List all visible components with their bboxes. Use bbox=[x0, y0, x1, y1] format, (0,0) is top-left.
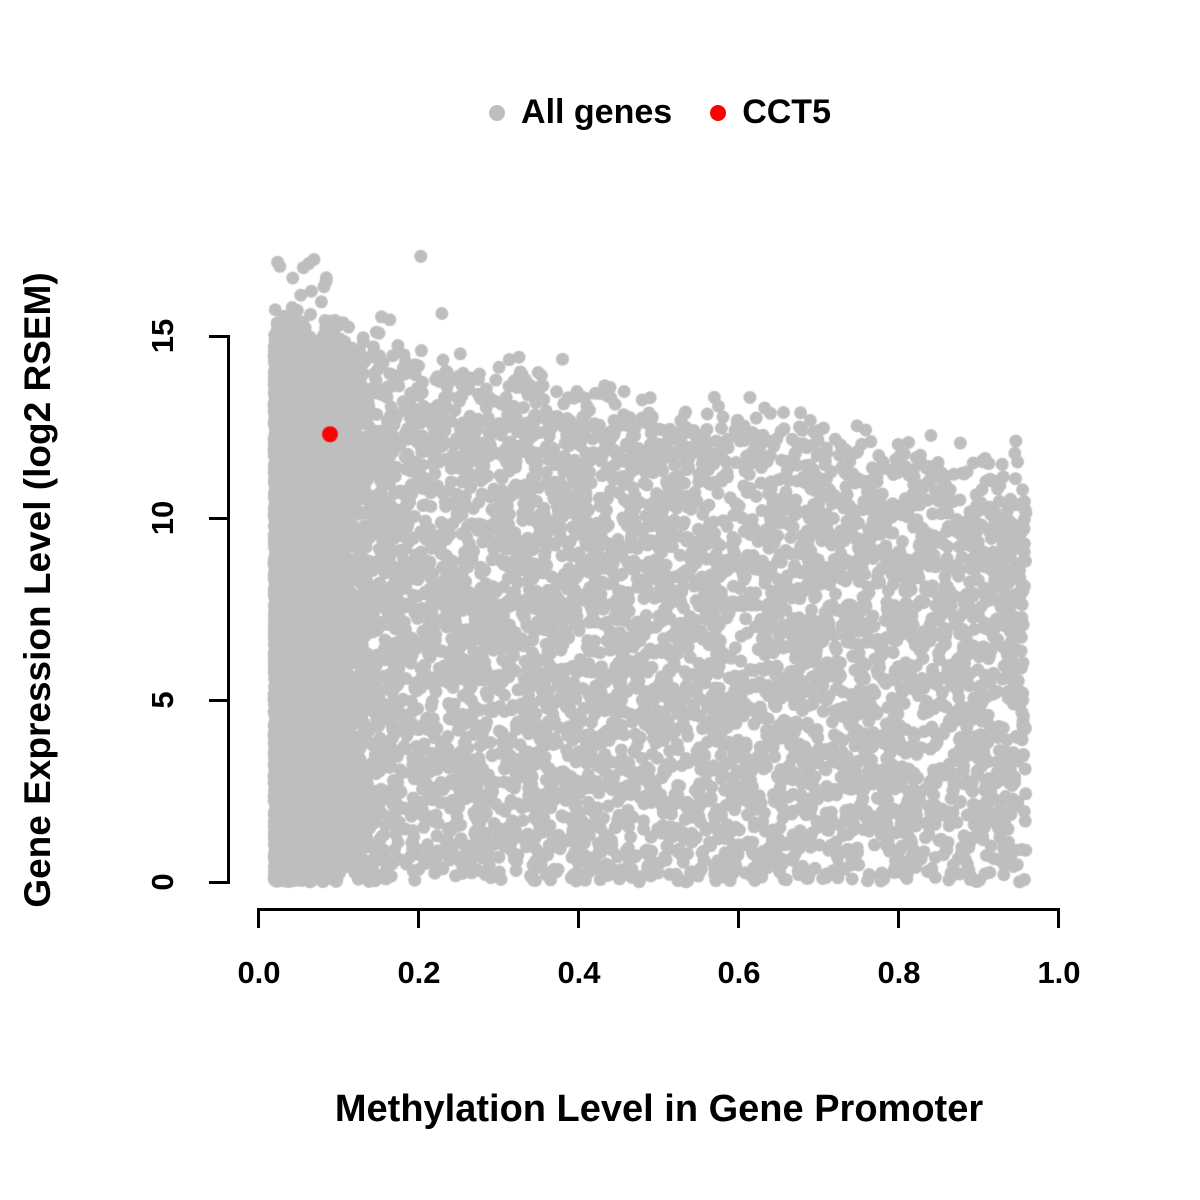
y-tick-0 bbox=[209, 881, 229, 884]
cct5-marker-icon bbox=[710, 104, 727, 121]
x-tick-4 bbox=[897, 908, 900, 928]
y-tick-label-0: 0 bbox=[145, 873, 180, 891]
x-tick-3 bbox=[737, 908, 740, 928]
x-axis-title: Methylation Level in Gene Promoter bbox=[334, 1088, 984, 1130]
legend-label-cct5: CCT5 bbox=[742, 93, 831, 131]
x-axis-line bbox=[257, 908, 1060, 911]
y-axis-line bbox=[227, 335, 230, 884]
y-tick-2 bbox=[209, 517, 229, 520]
all-genes-marker-icon bbox=[489, 104, 506, 121]
x-tick-1 bbox=[417, 908, 420, 928]
legend-item-cct5: CCT5 bbox=[710, 93, 831, 132]
x-tick-label-4: 0.8 bbox=[877, 955, 921, 990]
x-tick-0 bbox=[257, 908, 260, 928]
x-tick-2 bbox=[577, 908, 580, 928]
legend: All genes CCT5 bbox=[489, 93, 831, 132]
y-tick-label-1: 5 bbox=[145, 691, 180, 709]
scatter-plot-canvas bbox=[230, 235, 1110, 905]
legend-item-all-genes: All genes bbox=[489, 93, 672, 132]
x-tick-label-2: 0.4 bbox=[557, 955, 601, 990]
x-tick-label-1: 0.2 bbox=[397, 955, 441, 990]
x-tick-label-3: 0.6 bbox=[717, 955, 761, 990]
y-tick-1 bbox=[209, 699, 229, 702]
y-axis-title: Gene Expression Level (log2 RSEM) bbox=[17, 272, 58, 908]
x-tick-5 bbox=[1057, 908, 1060, 928]
x-tick-label-5: 1.0 bbox=[1037, 955, 1081, 990]
legend-label-all-genes: All genes bbox=[521, 93, 673, 131]
y-tick-label-2: 10 bbox=[145, 500, 180, 536]
x-tick-label-0: 0.0 bbox=[237, 955, 281, 990]
y-tick-label-3: 15 bbox=[145, 318, 180, 354]
y-tick-3 bbox=[209, 335, 229, 338]
